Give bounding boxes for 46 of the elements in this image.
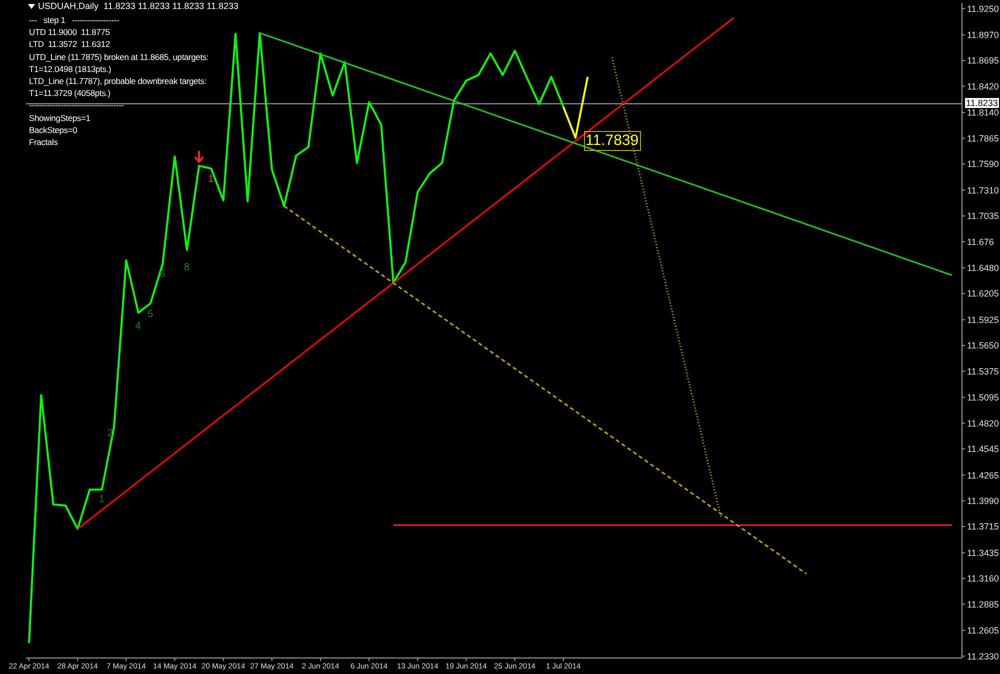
chart-title: USDUAH,Daily 11.8233 11.8233 11.8233 11.8233 <box>38 1 238 11</box>
annotation: --- step 1 ------------------ <box>29 14 120 26</box>
y-tick-label: 11.8140 <box>967 108 999 118</box>
y-tick-label: 11.5925 <box>967 314 999 325</box>
annotation: ShowingSteps=1 <box>29 112 92 124</box>
annotation: 1 <box>208 174 214 185</box>
annotation: UTD_Line (11.7875) broken at 11.8685, uptargets: <box>29 50 209 63</box>
annotation: LTD 11.3572 11.6312 <box>29 38 111 51</box>
y-tick-label: 11.2605 <box>967 626 999 636</box>
annotation: 11.7839 <box>584 130 641 151</box>
y-tick-label: 11.8970 <box>967 30 999 40</box>
y-tick-label: 11.3435 <box>967 548 999 558</box>
y-tick-label: 11.5095 <box>967 392 999 403</box>
y-tick-label: 11.8420 <box>967 81 999 92</box>
y-tick-label: 11.4545 <box>967 444 999 454</box>
y-tick-label: 11.676 <box>967 236 994 247</box>
y-tick-label: 11.5375 <box>967 366 999 376</box>
annotation: 4 <box>135 320 141 332</box>
annotation: 8 <box>184 262 190 273</box>
annotation: T1=11.3729 (4058pts.) <box>29 87 112 100</box>
ref-line-label: 11.8233 <box>965 98 999 108</box>
annotation: T1=12.0498 (1813pts.) <box>29 62 112 76</box>
y-tick-label: 11.5650 <box>967 340 999 351</box>
annotation: Fractals <box>29 136 59 148</box>
annotation: LTD_Line (11.7787), probable downbreak targets: <box>29 75 208 88</box>
y-tick-label: 11.7590 <box>967 159 999 170</box>
annotation: ------------------------------------ <box>29 99 125 112</box>
y-tick-label: 11.7310 <box>967 185 999 196</box>
annotation: BackSteps=0 <box>29 124 78 136</box>
y-tick-label: 11.3715 <box>967 522 999 532</box>
y-tick-label: 11.6480 <box>967 263 999 273</box>
y-tick-label: 11.4265 <box>967 470 999 480</box>
annotation: 6 <box>160 269 166 280</box>
y-tick-label: 11.3160 <box>967 574 999 584</box>
y-tick-label: 11.9250 <box>967 4 999 14</box>
y-tick-label: 11.6205 <box>967 288 999 299</box>
annotation: 5 <box>147 308 153 320</box>
y-tick-label: 11.8695 <box>967 56 999 66</box>
y-tick-label: 11.7865 <box>967 133 999 144</box>
y-tick-label: 11.7035 <box>967 211 999 222</box>
annotation: 1 <box>98 494 104 505</box>
y-tick-label: 11.2330 <box>967 651 999 662</box>
annotation: UTD 11.9000 11.8775 <box>29 26 111 38</box>
y-tick-label: 11.4820 <box>967 418 999 428</box>
y-tick-label: 11.2885 <box>967 599 999 610</box>
y-tick-label: 11.3990 <box>967 496 999 506</box>
